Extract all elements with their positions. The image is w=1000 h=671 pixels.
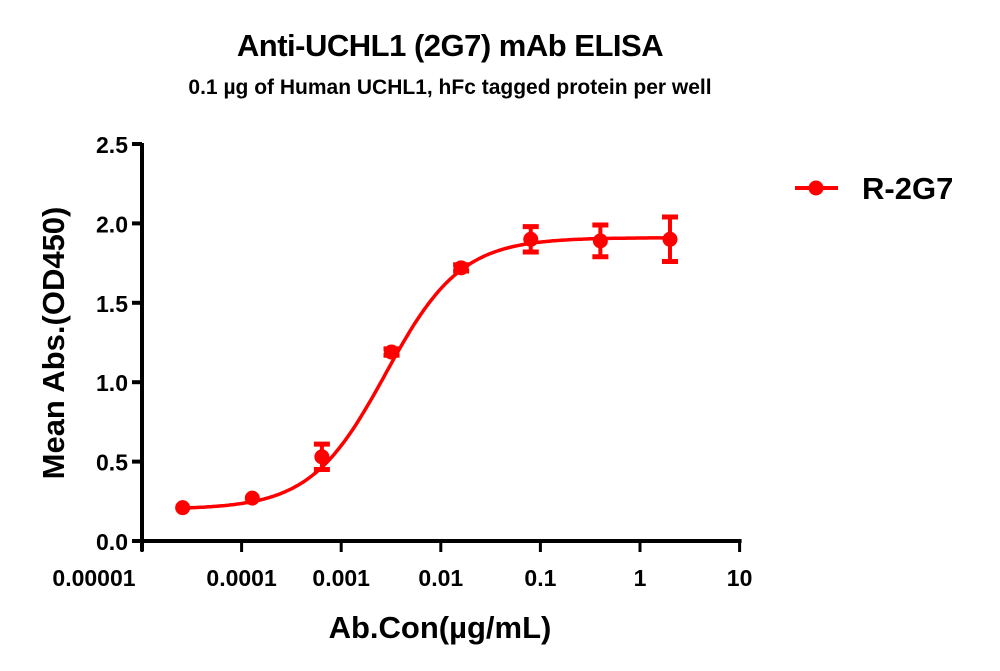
x-tick-label: 1 [634,565,647,591]
x-tick-label: 0.00001 [52,565,135,591]
data-point [522,224,539,255]
y-tick-label: 1.5 [96,291,128,317]
fit-curve [182,236,669,510]
legend: R-2G7 [795,171,953,206]
y-tick-label: 0.0 [96,529,128,555]
x-tick-label: 0.1 [524,565,556,591]
y-tick-label: 2.5 [96,132,128,158]
y-tick-label: 2.0 [96,211,128,237]
data-point [244,490,260,506]
data-point [383,344,400,360]
legend-label: R-2G7 [862,171,953,206]
data-point [175,500,191,516]
x-tick-label: 0.01 [418,565,463,591]
axes: 0.0 0.5 1.0 1.5 2.0 2.5 0.00001 0.0001 0.001 0.01… [36,132,752,645]
data-points [175,214,678,516]
chart-subtitle: 0.1 µg of Human UCHL1, hFc tagged protei… [188,76,712,99]
y-tick-label: 0.5 [96,450,128,476]
x-tick-label: 10 [727,565,753,591]
data-point [592,222,609,260]
x-axis-title: Ab.Con(µg/mL) [329,610,552,645]
data-point [313,441,330,473]
data-point [453,260,470,276]
x-tick-label: 0.0001 [206,565,277,591]
data-point [661,214,678,265]
chart-title: Anti-UCHL1 (2G7) mAb ELISA [236,28,664,63]
y-tick-label: 1.0 [96,370,128,396]
legend-marker-icon [808,180,824,196]
x-tick-label: 0.001 [312,565,370,591]
y-axis-title: Mean Abs.(OD450) [36,207,71,480]
